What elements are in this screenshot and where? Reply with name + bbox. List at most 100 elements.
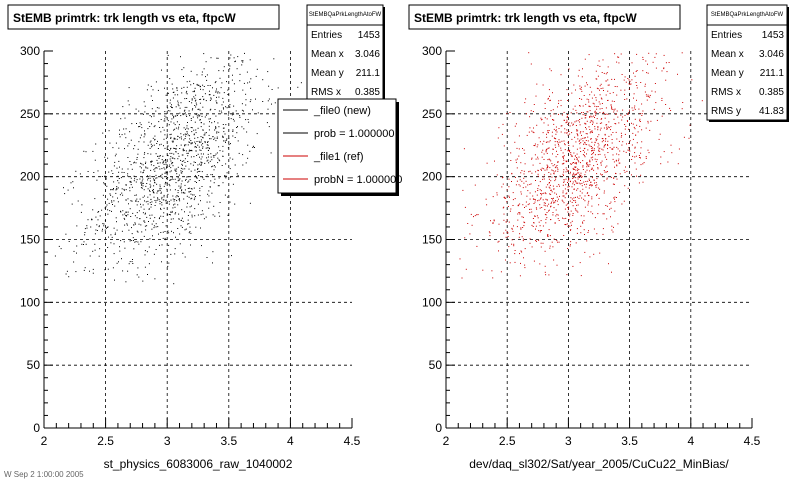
scatter-point [624, 128, 626, 130]
scatter-point [583, 198, 585, 200]
scatter-point [519, 185, 521, 187]
scatter-point [105, 177, 107, 179]
scatter-point [249, 101, 251, 103]
scatter-point [266, 122, 268, 124]
scatter-point [171, 163, 173, 165]
scatter-point [180, 144, 182, 146]
scatter-point [177, 190, 179, 191]
scatter-point [169, 214, 171, 216]
scatter-point [527, 204, 529, 206]
scatter-point [614, 196, 616, 198]
scatter-point [135, 199, 137, 201]
scatter-point [83, 269, 85, 271]
scatter-point [602, 213, 604, 215]
scatter-point [180, 172, 182, 174]
scatter-point [565, 178, 567, 180]
scatter-point [89, 255, 91, 257]
scatter-point [556, 167, 558, 169]
scatter-point [149, 214, 151, 216]
scatter-point [165, 181, 166, 183]
scatter-point [98, 225, 100, 227]
scatter-point [225, 141, 226, 143]
scatter-point [556, 141, 558, 142]
scatter-point [195, 143, 196, 145]
scatter-point [582, 137, 584, 139]
scatter-point [208, 118, 210, 120]
scatter-point [128, 263, 130, 265]
scatter-point [213, 182, 215, 184]
scatter-point [464, 206, 466, 208]
scatter-point [492, 196, 494, 198]
scatter-point [621, 203, 623, 205]
scatter-point [170, 160, 172, 162]
scatter-point [547, 167, 548, 168]
scatter-point [640, 152, 642, 154]
scatter-point [159, 144, 161, 146]
scatter-point [581, 98, 583, 100]
scatter-point [204, 141, 206, 142]
scatter-point [581, 176, 582, 178]
scatter-point [641, 115, 643, 116]
scatter-point [564, 144, 566, 146]
scatter-point [577, 75, 579, 77]
scatter-point [615, 113, 617, 115]
scatter-point [547, 199, 548, 201]
scatter-point [543, 192, 545, 194]
scatter-point [242, 154, 244, 156]
scatter-point [199, 119, 201, 120]
scatter-point [513, 225, 514, 227]
scatter-point [155, 226, 157, 228]
scatter-point [200, 161, 202, 163]
scatter-point [628, 88, 630, 90]
scatter-point [553, 197, 554, 199]
scatter-point [541, 193, 543, 195]
scatter-point [202, 89, 204, 91]
scatter-point [128, 203, 129, 205]
scatter-point [151, 160, 152, 162]
left-pad: 2 2.5 3 3.5 4 4.5050100150200250300st_physics… [7, 4, 402, 471]
scatter-point [209, 148, 210, 150]
scatter-point [178, 179, 180, 181]
scatter-point [234, 203, 236, 205]
scatter-point [645, 94, 647, 96]
scatter-point [116, 188, 118, 190]
scatter-point [97, 211, 99, 213]
scatter-point [608, 84, 610, 86]
scatter-point [129, 261, 131, 263]
scatter-point [167, 120, 169, 122]
scatter-point [554, 192, 556, 194]
scatter-point [589, 110, 591, 112]
scatter-point [520, 172, 522, 174]
scatter-point [209, 85, 211, 86]
scatter-point [523, 173, 525, 175]
scatter-point [181, 226, 183, 228]
y-tick-label: 0 [435, 421, 442, 435]
scatter-point [597, 106, 599, 107]
scatter-point [186, 86, 188, 88]
scatter-point [537, 170, 539, 172]
scatter-point [68, 241, 70, 242]
scatter-point [520, 262, 521, 264]
scatter-point [601, 98, 603, 100]
scatter-point [187, 188, 189, 189]
scatter-point [186, 81, 188, 83]
scatter-point [568, 170, 569, 172]
scatter-point [245, 162, 247, 164]
scatter-point [587, 204, 589, 206]
scatter-point [574, 184, 575, 186]
scatter-point [146, 183, 148, 184]
scatter-point [612, 92, 614, 94]
scatter-point [174, 148, 176, 149]
scatter-point [577, 178, 579, 180]
scatter-point [532, 164, 534, 166]
scatter-point [180, 102, 182, 104]
scatter-point [533, 203, 535, 204]
scatter-point [206, 174, 208, 176]
scatter-point [208, 147, 210, 149]
scatter-point [509, 196, 510, 198]
scatter-point [147, 200, 149, 202]
scatter-point [653, 108, 655, 110]
scatter-point [209, 201, 211, 203]
scatter-point [596, 163, 598, 165]
